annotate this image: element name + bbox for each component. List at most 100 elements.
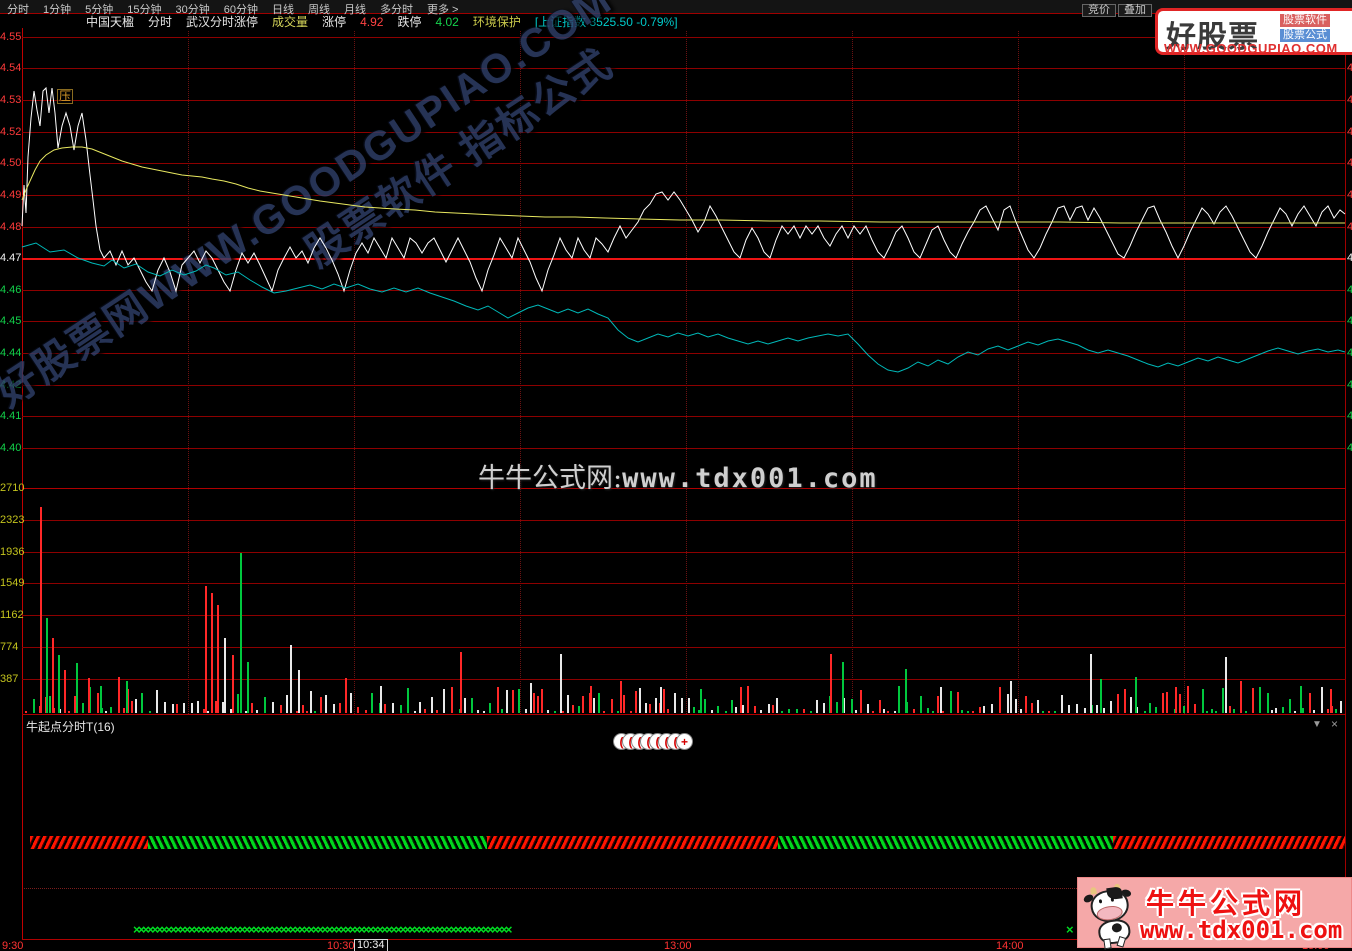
volume-bar [176, 704, 178, 713]
volume-bar [215, 701, 217, 713]
price-label-clipped: 4.45 [1347, 316, 1352, 327]
volume-bar [97, 693, 99, 713]
signal-zigzag: ××××××××××××××××××××××××××××××××××××××××… [133, 923, 513, 936]
indicator-zero-dotted-line [24, 888, 1345, 889]
volume-bar [1206, 711, 1208, 713]
series-price [21, 86, 1346, 293]
center-watermark-url: www.tdx001.com [622, 463, 878, 494]
volume-bar [700, 689, 702, 713]
volume-bar [431, 697, 433, 713]
price-label-clipped: 4.41 [1347, 411, 1352, 422]
goodgupiao-tag-formula: 股票公式 [1280, 29, 1330, 42]
volume-bar [419, 702, 421, 713]
volume-bar [754, 706, 756, 713]
volume-bar [983, 706, 985, 713]
menu-item-4[interactable]: 30分钟 [175, 4, 210, 16]
volume-bar [110, 707, 112, 713]
menu-item-3[interactable]: 15分钟 [127, 4, 162, 16]
volume-bar [1054, 711, 1056, 713]
volume-bar [127, 689, 129, 713]
price-label-clipped: 4.49 [1347, 190, 1352, 201]
menu-item-2[interactable]: 5分钟 [85, 4, 114, 16]
stock-name: 中国天楹 [86, 15, 135, 29]
menu-item-1[interactable]: 1分钟 [43, 4, 72, 16]
horizontal-gridline [22, 385, 1346, 386]
indicator-panel-title: 牛起点分时T(16) [26, 720, 115, 734]
volume-bar [525, 709, 527, 713]
volume-label: 387 [0, 673, 19, 685]
series-average [21, 146, 1345, 224]
volume-bar [1211, 709, 1213, 713]
menu-item-10[interactable]: 更多 > [427, 4, 459, 16]
volume-bar [217, 605, 219, 713]
volume-bar [572, 705, 574, 713]
volume-bar [1091, 705, 1093, 713]
price-label-clipped: 4.40 [1347, 443, 1352, 454]
volume-bar [489, 703, 491, 713]
volume-bar [731, 700, 733, 713]
menu-item-8[interactable]: 月线 [344, 4, 366, 16]
volume-bar [1229, 706, 1231, 713]
volume-bar [141, 693, 143, 713]
concept-tag: 环境保护 [472, 15, 521, 29]
indicator-collapse-icon[interactable]: ▼ [1312, 719, 1322, 730]
volume-bar [1135, 677, 1137, 713]
volume-bar [1300, 686, 1302, 713]
volume-bar [836, 702, 838, 713]
vertical-gridline [1184, 31, 1185, 714]
volume-bar [1103, 708, 1105, 713]
volume-bar [33, 699, 35, 713]
vertical-gridline [354, 31, 355, 714]
volume-bar [663, 689, 665, 713]
volume-bar [89, 687, 91, 713]
volume-bar [512, 690, 514, 713]
horizontal-gridline [22, 227, 1346, 228]
panel-divider [22, 714, 1346, 715]
volume-bar [725, 711, 727, 713]
volume-bar [842, 662, 844, 713]
chart-right-border [1345, 28, 1346, 939]
horizontal-gridline [22, 100, 1346, 101]
volume-bar [40, 507, 42, 713]
volume-bar [781, 711, 783, 713]
volume-label: 2710 [0, 482, 25, 494]
volume-bar [1155, 707, 1157, 713]
volume-bar [286, 695, 288, 713]
volume-bar [810, 711, 812, 713]
menu-item-7[interactable]: 周线 [308, 4, 330, 16]
volume-bar [1289, 699, 1291, 713]
horizontal-gridline [22, 321, 1346, 322]
menu-button-overlay[interactable]: 叠加 [1118, 4, 1152, 17]
menu-button-auction[interactable]: 竞价 [1082, 4, 1116, 17]
volume-bar [582, 696, 584, 713]
volume-bar [1015, 699, 1017, 713]
volume-bar [1144, 711, 1146, 713]
time-label: 9:30 [2, 940, 24, 951]
volume-bar [742, 705, 744, 713]
menu-item-9[interactable]: 多分时 [380, 4, 413, 16]
menu-item-6[interactable]: 日线 [272, 4, 294, 16]
time-label: 10:34 [354, 939, 388, 951]
limit-down-label: 跌停 [397, 15, 422, 29]
indicator-close-icon[interactable]: × [1331, 717, 1339, 731]
volume-bar [593, 698, 595, 713]
volume-bar [660, 687, 662, 713]
volume-bar [436, 710, 438, 713]
volume-bar [197, 701, 199, 713]
volume-bar [894, 711, 896, 713]
time-label: 10:30 [327, 940, 355, 951]
volume-bar [325, 695, 327, 713]
menu-item-5[interactable]: 60分钟 [223, 4, 258, 16]
center-watermark-name: 牛牛公式网: [478, 463, 623, 494]
volume-bar [245, 711, 247, 713]
volume-label: 成交量 [272, 15, 309, 29]
volume-bar [407, 688, 409, 713]
volume-bar [25, 711, 27, 713]
horizontal-gridline [22, 353, 1346, 354]
volume-bar [53, 708, 55, 713]
volume-bar [704, 699, 706, 713]
menu-item-0[interactable]: 分时 [7, 4, 29, 16]
volume-label: 774 [0, 641, 19, 653]
volume-bar [598, 693, 600, 713]
volume-bar [541, 689, 543, 713]
